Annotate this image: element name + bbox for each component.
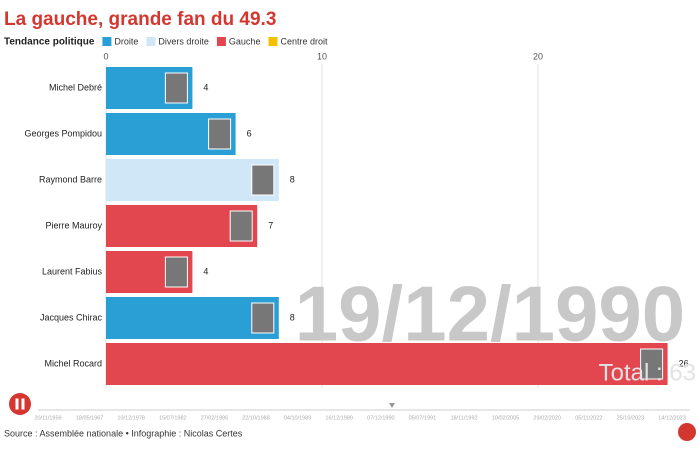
timeline-label: 29/02/2020 bbox=[533, 415, 561, 421]
y-tick-label: Michel Rocard bbox=[44, 358, 102, 368]
timeline-label: 20/11/1959 bbox=[34, 415, 61, 421]
portrait bbox=[164, 72, 188, 104]
timeline-label: 10/02/2005 bbox=[492, 415, 520, 421]
timeline-label: 25/10/2023 bbox=[617, 415, 645, 421]
current-date: 19/12/1990 bbox=[295, 270, 685, 358]
legend-label: Centre droit bbox=[280, 36, 328, 46]
legend-swatch bbox=[268, 37, 278, 46]
x-tick-label: 10 bbox=[317, 51, 327, 61]
legend-swatch bbox=[216, 37, 226, 46]
timeline-label: 27/02/1986 bbox=[201, 415, 229, 421]
y-tick-label: Raymond Barre bbox=[39, 174, 102, 184]
play-button[interactable] bbox=[9, 393, 31, 415]
portrait bbox=[251, 164, 275, 196]
logo bbox=[678, 423, 696, 441]
legend-title: Tendance politique bbox=[4, 37, 95, 48]
pause-icon bbox=[15, 398, 19, 410]
portrait bbox=[208, 118, 232, 150]
bar bbox=[106, 343, 668, 385]
x-tick-label: 0 bbox=[103, 51, 108, 61]
timeline-label: 14/12/2023 bbox=[658, 415, 686, 421]
pause-icon bbox=[21, 398, 25, 410]
timeline-label: 05/11/2022 bbox=[575, 415, 602, 421]
bar bbox=[106, 297, 279, 339]
source: Source : Assemblée nationale • Infograph… bbox=[4, 428, 243, 438]
y-tick-label: Laurent Fabius bbox=[42, 266, 103, 276]
timeline-handle[interactable] bbox=[389, 403, 395, 408]
portrait bbox=[229, 210, 253, 242]
x-tick-label: 20 bbox=[533, 51, 543, 61]
timeline-label: 18/11/1992 bbox=[450, 415, 477, 421]
value-label: 26 bbox=[679, 358, 689, 368]
bar bbox=[106, 159, 279, 201]
timeline-label: 10/12/1978 bbox=[117, 415, 145, 421]
portrait bbox=[640, 348, 664, 380]
timeline-label: 22/10/1988 bbox=[242, 415, 270, 421]
legend-label: Divers droite bbox=[158, 36, 209, 46]
legend-label: Droite bbox=[114, 36, 138, 46]
portrait bbox=[251, 302, 275, 334]
timeline-label: 16/12/1989 bbox=[325, 415, 353, 421]
timeline-label: 05/07/1991 bbox=[409, 415, 437, 421]
value-label: 8 bbox=[290, 312, 295, 322]
value-label: 4 bbox=[203, 82, 208, 92]
timeline-label: 18/05/1967 bbox=[76, 415, 104, 421]
y-tick-label: Pierre Mauroy bbox=[45, 220, 102, 230]
portrait bbox=[164, 256, 188, 288]
legend-label: Gauche bbox=[229, 36, 261, 46]
legend-swatch bbox=[146, 37, 156, 46]
timeline-label: 15/07/1982 bbox=[159, 415, 187, 421]
value-label: 8 bbox=[290, 174, 295, 184]
value-label: 7 bbox=[268, 220, 273, 230]
y-tick-label: Georges Pompidou bbox=[24, 128, 102, 138]
total-label: Total : 63 bbox=[599, 359, 696, 386]
timeline-label: 04/10/1989 bbox=[284, 415, 312, 421]
timeline-label: 07/12/1990 bbox=[367, 415, 395, 421]
value-label: 4 bbox=[203, 266, 208, 276]
chart-title: La gauche, grande fan du 49.3 bbox=[4, 9, 276, 30]
legend-swatch bbox=[102, 37, 112, 46]
value-label: 6 bbox=[247, 128, 252, 138]
y-tick-label: Michel Debré bbox=[49, 82, 102, 92]
y-tick-label: Jacques Chirac bbox=[40, 312, 103, 322]
